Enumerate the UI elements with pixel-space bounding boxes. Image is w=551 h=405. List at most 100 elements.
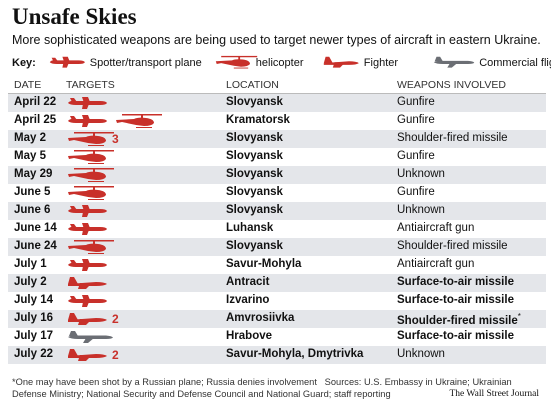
- fighter-icon: [323, 56, 359, 68]
- icon-part: [215, 59, 250, 67]
- table-row: June 24 Slovyansk Shoulder-fired missile: [8, 238, 546, 256]
- icon-part: [93, 133, 95, 137]
- icon-part: [332, 62, 346, 68]
- icon-part: [78, 283, 92, 289]
- icon-part: [70, 260, 77, 264]
- location: Slovyansk: [226, 150, 283, 162]
- location: Slovyansk: [226, 132, 283, 144]
- icon-part: [74, 186, 114, 188]
- title: Unsafe Skies: [12, 4, 137, 29]
- weapon-text: Gunfire: [397, 186, 435, 198]
- weapon-text: Unknown: [397, 204, 445, 216]
- icon-part: [141, 115, 143, 119]
- icon-part: [122, 114, 162, 116]
- icon-part: [83, 338, 94, 343]
- icon-part: [74, 240, 114, 242]
- table-row: July 16 2 Amvrosiivka Shoulder-fired missil…: [8, 310, 546, 328]
- icon-part: [88, 163, 104, 164]
- helicopter-icon: [116, 114, 162, 128]
- date: July 1: [14, 258, 47, 270]
- date: July 2: [14, 276, 47, 288]
- weapon-text: Unknown: [397, 348, 445, 360]
- commercial-icon: [433, 56, 475, 68]
- icon-part: [82, 223, 90, 229]
- weapon-text: Gunfire: [397, 114, 435, 126]
- credit: The Wall Street Journal: [449, 389, 539, 399]
- icon-part: [68, 313, 78, 320]
- icon-part: [433, 60, 475, 64]
- weapon: Gunfire: [397, 186, 435, 198]
- weapon-note: *: [517, 312, 521, 321]
- date: June 5: [14, 186, 51, 198]
- date: June 14: [14, 222, 57, 234]
- table-row: June 5 Slovyansk Gunfire: [8, 184, 546, 202]
- icon-part: [70, 224, 77, 228]
- plane-icon: [68, 223, 107, 235]
- date: April 25: [14, 114, 57, 126]
- date: July 22: [14, 348, 53, 360]
- footnote: *One may have been shot by a Russian pla…: [12, 377, 317, 387]
- location: Luhansk: [226, 222, 274, 234]
- icon-part: [88, 199, 104, 200]
- icon-part: [70, 116, 77, 120]
- location: Savur-Mohyla: [226, 258, 302, 270]
- target-count: 3: [112, 132, 119, 146]
- icon-part: [51, 57, 58, 62]
- icon-part: [62, 63, 69, 68]
- key-item-label: Commercial flight: [479, 57, 551, 69]
- location: Kramatorsk: [226, 114, 290, 126]
- table-row: July 1 Savur-Mohyla Antiaircraft gun: [8, 256, 546, 274]
- date: June 24: [14, 240, 57, 252]
- sources: Sources: U.S. Embassy in Ukraine; Ukrain…: [12, 377, 512, 399]
- icon-part: [70, 98, 77, 102]
- column-header: LOCATION: [226, 79, 279, 91]
- icon-part: [68, 262, 107, 267]
- icon-part: [82, 205, 90, 211]
- icon-part: [74, 132, 114, 134]
- icon-part: [74, 150, 114, 152]
- table-row: June 14 Luhansk Antiaircraft gun: [8, 220, 546, 238]
- footer-notes: *One may have been shot by a Russian pla…: [12, 376, 532, 400]
- icon-part: [68, 135, 106, 144]
- icon-part: [78, 319, 92, 325]
- table-row: April 25 Kramatorsk Gunfire: [8, 112, 546, 130]
- icon-part: [82, 122, 89, 127]
- icon-part: [68, 349, 78, 356]
- plane-icon: [68, 115, 107, 127]
- icon-part: [68, 226, 107, 231]
- fighter-icon: [68, 349, 107, 361]
- table-row: May 2 3 Slovyansk Shoulder-fired missile: [8, 130, 546, 148]
- helicopter-icon: [68, 186, 114, 200]
- date: May 5: [14, 150, 46, 162]
- icon-part: [68, 298, 107, 303]
- column-header: DATE: [14, 79, 42, 91]
- icon-part: [221, 55, 258, 58]
- icon-part: [68, 243, 106, 252]
- plane-icon: [68, 295, 107, 307]
- icon-part: [88, 181, 104, 182]
- icon-part: [82, 302, 89, 307]
- icon-part: [74, 168, 114, 170]
- date: July 16: [14, 312, 53, 324]
- icon-part: [447, 63, 458, 68]
- location: Slovyansk: [226, 186, 283, 198]
- location: Slovyansk: [226, 96, 283, 108]
- weapon: Surface-to-air missile: [397, 330, 514, 342]
- table-row: June 6 Slovyansk Unknown: [8, 202, 546, 220]
- icon-part: [136, 127, 152, 128]
- weapon-text: Antiaircraft gun: [397, 258, 475, 270]
- icon-part: [82, 104, 89, 109]
- table-row: July 22 2 Savur-Mohyla, Dmytrivka Unknown: [8, 346, 546, 364]
- fighter-icon: [68, 313, 107, 325]
- weapon-text: Shoulder-fired missile: [397, 132, 508, 144]
- icon-part: [70, 206, 77, 210]
- helicopter-icon: [68, 150, 114, 164]
- icon-part: [82, 212, 89, 217]
- weapon-text: Surface-to-air missile: [397, 294, 514, 306]
- icon-part: [434, 56, 443, 62]
- weapon: Antiaircraft gun: [397, 258, 474, 270]
- weapon: Surface-to-air missile: [397, 276, 514, 288]
- weapon: Gunfire: [397, 150, 435, 162]
- icon-part: [68, 277, 78, 284]
- column-header: TARGETS: [66, 79, 115, 91]
